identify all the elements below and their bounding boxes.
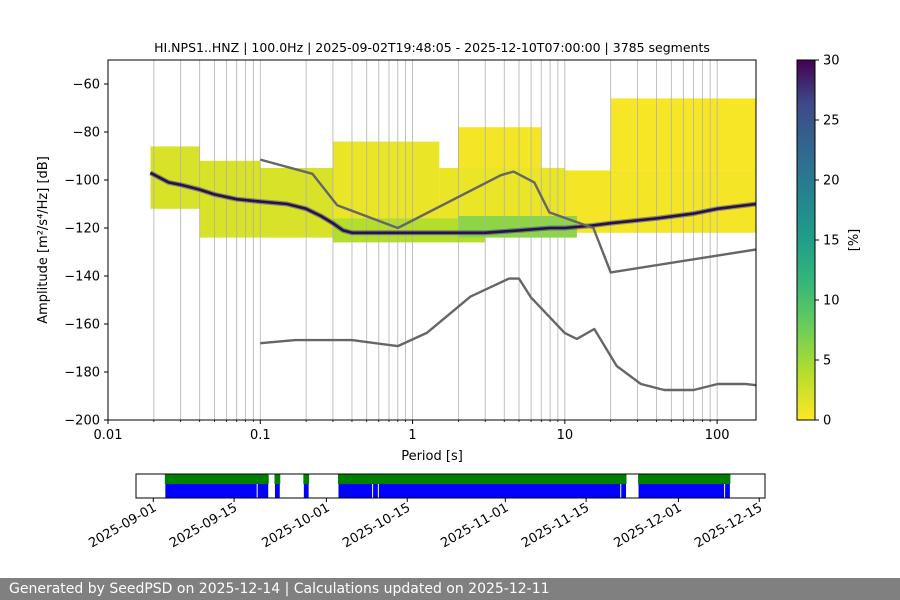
colorbar-tick-label: 20 — [823, 174, 840, 189]
nhnm-noise-model — [259, 158, 756, 274]
timeline-tick-label: 2025-11-01 — [438, 500, 511, 551]
figure: 0.01 0.1 1 10 100 −60−80−100−120−140−160−180… — [36, 40, 862, 551]
mode-curve — [149, 171, 757, 235]
psd-plot: 0.01 0.1 1 10 100 −60 −80 −100 −120 −140 −160 −180… — [36, 40, 757, 464]
x-tick-label: 100 — [705, 428, 730, 443]
available-segment — [337, 474, 627, 484]
colorbar-ticks: 0 5 10 15 20 25 30 — [815, 54, 840, 429]
y-tick-label: −60 — [73, 78, 100, 93]
plot-frame — [107, 59, 757, 421]
available-segment — [638, 474, 731, 484]
nlnm-noise-model — [260, 277, 756, 392]
x-axis-label: Period [s] — [401, 449, 463, 464]
y-tick-label: −120 — [64, 222, 100, 237]
available-segment — [274, 474, 281, 484]
colorbar-tick-label: 0 — [823, 414, 831, 429]
timeline-tick-label: 2025-10-15 — [340, 500, 413, 551]
used-segment — [638, 484, 725, 498]
used-segment — [274, 484, 280, 498]
used-segment — [378, 484, 621, 498]
footer-text: Generated by SeedPSD on 2025-12-14 | Cal… — [9, 581, 550, 597]
colorbar-tick-label: 25 — [823, 114, 840, 129]
colorbar-tick-label: 15 — [823, 234, 840, 249]
used-segment — [165, 484, 257, 498]
used-segment — [303, 484, 309, 498]
available-segment — [303, 474, 310, 484]
timeline-tick-label: 2025-12-01 — [612, 500, 685, 551]
footer-bar: Generated by SeedPSD on 2025-12-14 | Cal… — [0, 578, 900, 600]
colorbar-tick-label: 30 — [823, 54, 840, 69]
colorbar-tick-label: 10 — [823, 294, 840, 309]
density-region — [564, 170, 756, 233]
colorbar-scale — [796, 59, 816, 421]
x-tick-label: 0.01 — [94, 428, 123, 443]
data-availability-timeline: 2025-09-01 2025-09-15 2025-10-01 2025-10-15… — [86, 473, 766, 551]
colorbar: 0 5 10 15 20 25 30 [%] — [796, 54, 862, 429]
timeline-tick-label: 2025-09-15 — [167, 500, 240, 551]
y-tick-label: −140 — [64, 270, 100, 285]
x-axis-ticks: 0.01 0.1 1 10 100 — [94, 420, 730, 443]
x-tick-label: 1 — [408, 428, 416, 443]
timeline-tick-label: 2025-12-15 — [692, 500, 765, 551]
used-segment — [338, 484, 373, 498]
timeline-tick-label: 2025-09-01 — [86, 500, 159, 551]
timeline-ticks: 2025-09-01 2025-09-15 2025-10-01 2025-10-15… — [86, 498, 765, 551]
density-region — [458, 127, 542, 168]
y-axis-ticks: −60 −80 −100 −120 −140 −160 −180 −200 — [64, 78, 108, 429]
x-tick-label: 10 — [557, 428, 574, 443]
available-segment — [164, 474, 269, 484]
used-segment — [621, 484, 627, 498]
timeline-tick-label: 2025-11-15 — [519, 500, 592, 551]
timeline-tick-label: 2025-10-01 — [259, 500, 332, 551]
y-tick-label: −80 — [73, 126, 100, 141]
curve-layer — [149, 158, 757, 392]
y-tick-label: −100 — [64, 174, 100, 189]
plot-grid — [107, 60, 718, 420]
y-tick-label: −180 — [64, 366, 100, 381]
timeline-frame — [135, 473, 766, 499]
timeline-bars — [164, 474, 731, 498]
colorbar-tick-label: 5 — [823, 354, 831, 369]
y-axis-label: Amplitude [m²/s⁴/Hz] [dB] — [36, 156, 51, 324]
y-tick-label: −160 — [64, 318, 100, 333]
colorbar-label: [%] — [847, 229, 862, 252]
chart-title: HI.NPS1..HNZ | 100.0Hz | 2025-09-02T19:4… — [154, 40, 710, 55]
x-tick-label: 0.1 — [250, 428, 271, 443]
y-tick-label: −200 — [64, 414, 100, 429]
used-segment — [257, 484, 269, 498]
used-segment — [373, 484, 378, 498]
used-segment — [725, 484, 730, 498]
